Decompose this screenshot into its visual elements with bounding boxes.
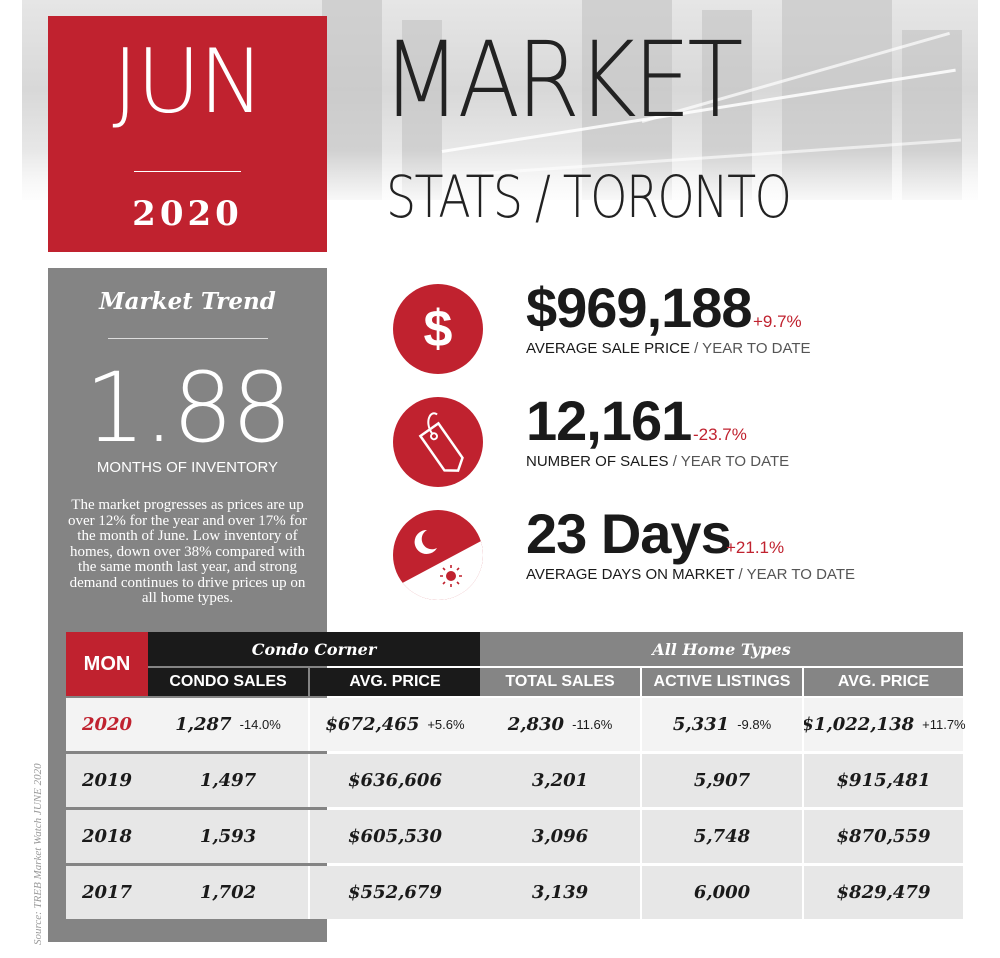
- cell-condo-sales: 1,287 -14.0%: [175, 714, 281, 735]
- table-row: 2019 1,497 $636,606 3,201 5,907 $915,481: [66, 754, 963, 807]
- cell-total-sales: 3,096: [531, 826, 589, 847]
- row-year: 2020: [81, 714, 133, 735]
- cell-all-avg-price: $915,481: [836, 770, 931, 791]
- col-condo-sales: CONDO SALES: [148, 668, 308, 696]
- cell-condo-sales: 1,702: [199, 882, 257, 903]
- col-all-avg-price: AVG. PRICE: [804, 668, 963, 696]
- cell-condo-sales: 1,497: [199, 770, 257, 791]
- stat-change: -23.7%: [693, 425, 747, 444]
- date-box: JUN 2020: [48, 16, 327, 252]
- stat-value: 23 Days: [526, 502, 732, 565]
- dollar-icon: $: [393, 284, 483, 374]
- months-of-inventory-label: MONTHS OF INVENTORY: [96, 459, 279, 476]
- row-year: 2019: [81, 770, 133, 791]
- cell-condo-avg-price: $605,530: [348, 826, 442, 847]
- stat-label: AVERAGE DAYS ON MARKET / YEAR TO DATE: [526, 566, 855, 583]
- row-year: 2017: [81, 882, 133, 903]
- col-condo-avg-price: AVG. PRICE: [310, 668, 480, 696]
- cell-all-avg-price: $1,022,138 +11.7%: [801, 714, 966, 735]
- cell-all-avg-price: $829,479: [836, 882, 931, 903]
- cell-condo-avg-price: $672,465 +5.6%: [325, 714, 465, 735]
- trend-title: Market Trend: [99, 288, 276, 315]
- stat-change: +9.7%: [753, 312, 802, 331]
- cell-active-listings: 5,907: [693, 770, 751, 791]
- date-divider: [134, 171, 241, 172]
- stat-average-sale-price: $ $969,188 +9.7% AVERAGE SALE PRICE / YE…: [393, 280, 983, 376]
- date-year: 2020: [132, 194, 243, 234]
- date-month: JUN: [112, 30, 264, 133]
- col-active-listings: ACTIVE LISTINGS: [642, 668, 802, 696]
- stat-change: +21.1%: [726, 538, 785, 557]
- stat-value: 12,161: [526, 389, 692, 452]
- table-row: 2020 1,287 -14.0% $672,465 +5.6% 2,830 -11.…: [66, 698, 966, 751]
- stat-number-of-sales: 12,161 -23.7% NUMBER OF SALES / YEAR TO …: [393, 393, 983, 489]
- source-note: Source: TREB Market Watch JUNE 2020: [32, 763, 44, 945]
- condo-corner-header: Condo Corner: [148, 632, 480, 666]
- page-subtitle: STATS / TORONTO: [386, 163, 792, 231]
- cell-condo-avg-price: $636,606: [348, 770, 442, 791]
- table-row: 2017 1,702 $552,679 3,139 6,000 $829,479: [66, 866, 963, 919]
- col-total-sales: TOTAL SALES: [480, 668, 640, 696]
- cell-all-avg-price: $870,559: [836, 826, 931, 847]
- row-year: 2018: [81, 826, 133, 847]
- trend-description: The market progresses as prices are up o…: [67, 497, 308, 606]
- stat-label: NUMBER OF SALES / YEAR TO DATE: [526, 453, 790, 470]
- cell-active-listings: 6,000: [693, 882, 751, 903]
- page-title: MARKET: [382, 19, 743, 141]
- stat-days-on-market: 23 Days +21.1% AVERAGE DAYS ON MARKET / …: [393, 506, 983, 602]
- all-home-types-header: All Home Types: [480, 632, 963, 666]
- cell-active-listings: 5,748: [693, 826, 751, 847]
- months-of-inventory-value: 1.88: [84, 352, 293, 464]
- cell-condo-avg-price: $552,679: [348, 882, 442, 903]
- stat-label: AVERAGE SALE PRICE / YEAR TO DATE: [526, 340, 811, 357]
- cell-total-sales: 3,201: [531, 770, 589, 791]
- cell-total-sales: 2,830 -11.6%: [507, 714, 613, 735]
- price-tag-icon: [393, 397, 483, 487]
- cell-total-sales: 3,139: [531, 882, 589, 903]
- stat-value: $969,188: [526, 276, 753, 339]
- trend-divider: [108, 338, 268, 339]
- cell-active-listings: 5,331 -9.8%: [672, 714, 772, 735]
- cell-condo-sales: 1,593: [199, 826, 257, 847]
- mon-header: MON: [66, 632, 148, 696]
- svg-text:$: $: [424, 300, 453, 358]
- day-night-icon: [393, 510, 483, 600]
- table-row: 2018 1,593 $605,530 3,096 5,748 $870,559: [66, 810, 963, 863]
